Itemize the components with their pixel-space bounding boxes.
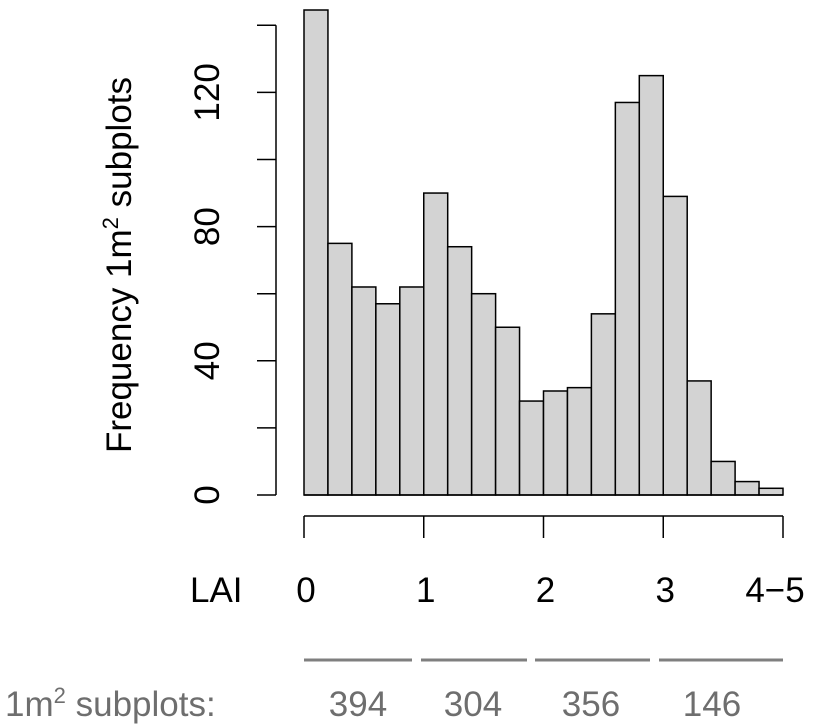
histogram-bar [614, 101, 641, 496]
histogram-bar [734, 480, 760, 496]
x-tick-label: 0 [296, 571, 315, 610]
subplot-summary-label-prefix: 1m [5, 685, 54, 724]
x-axis: 0 1 2 3 4−5 [296, 515, 805, 610]
histogram-bar [662, 195, 688, 496]
subplot-summary: 394 304 356 146 [304, 658, 783, 724]
subplot-summary-label-suffix: subplots: [66, 685, 216, 724]
histogram-bar [303, 9, 329, 496]
histogram-bar [423, 192, 449, 496]
histogram-bar [566, 386, 593, 496]
histogram-bar [375, 303, 401, 496]
y-axis: 0 40 80 120 [188, 24, 277, 505]
y-tick-label: 0 [188, 485, 227, 504]
histogram-bar [494, 326, 521, 496]
x-tick-label: 2 [536, 571, 555, 610]
histogram-bar [686, 380, 712, 496]
histogram-bar [327, 242, 353, 496]
x-tick-label: 1 [416, 571, 435, 610]
subplot-group-count: 146 [683, 685, 741, 724]
y-axis-label-prefix: Frequency 1m [100, 229, 139, 453]
histogram-bar [542, 390, 569, 496]
histogram-bar [470, 292, 497, 496]
subplot-group-count: 304 [444, 685, 502, 724]
histogram-bar [518, 400, 545, 496]
x-tick-label: 3 [656, 571, 675, 610]
histogram-bar [638, 74, 664, 496]
subplot-summary-label: 1m2 subplots: [5, 683, 216, 724]
subplot-summary-label-sup: 2 [54, 683, 66, 708]
subplot-group-count: 394 [329, 685, 387, 724]
x-axis-label: LAI [190, 571, 243, 610]
y-axis-label: Frequency 1m2 subplots [98, 77, 139, 453]
histogram-bar [758, 487, 784, 496]
histogram-bar [590, 313, 617, 496]
histogram-bar [710, 460, 736, 496]
histogram-bars [303, 9, 784, 496]
y-axis-label-sup: 2 [98, 217, 123, 229]
y-axis-label-suffix: subplots [100, 77, 139, 217]
histogram-bar [351, 286, 377, 496]
x-tick-label: 4−5 [745, 571, 804, 610]
y-tick-label: 120 [188, 63, 227, 121]
subplot-group-count: 356 [562, 685, 620, 724]
y-tick-label: 40 [188, 341, 227, 380]
y-tick-label: 80 [188, 207, 227, 246]
histogram-bar [399, 286, 425, 496]
histogram-bar [446, 245, 473, 496]
